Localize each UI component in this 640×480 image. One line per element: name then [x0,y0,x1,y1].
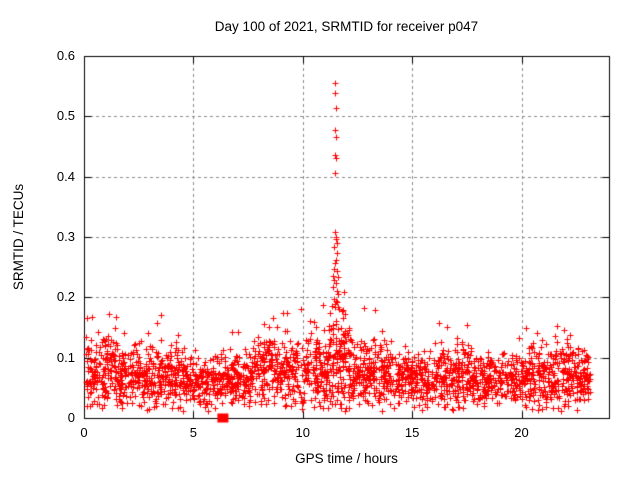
x-tick-label: 15 [404,425,420,440]
x-axis-label: GPS time / hours [295,451,398,466]
y-tick-label: 0.3 [56,229,75,244]
y-tick-label: 0.5 [56,108,75,124]
y-tick-label: 0.6 [56,48,75,63]
x-tick-label: 5 [189,425,197,440]
y-tick-label: 0.1 [56,349,75,365]
y-tick-label: 0.4 [56,168,75,184]
y-tick-label: 0 [67,410,75,425]
x-tick-label: 0 [80,425,88,440]
x-tick-label: 10 [295,425,310,440]
x-tick-label: 20 [514,425,529,440]
y-tick-label: 0.2 [56,289,75,305]
chart-title: Day 100 of 2021, SRMTID for receiver p04… [214,19,479,34]
